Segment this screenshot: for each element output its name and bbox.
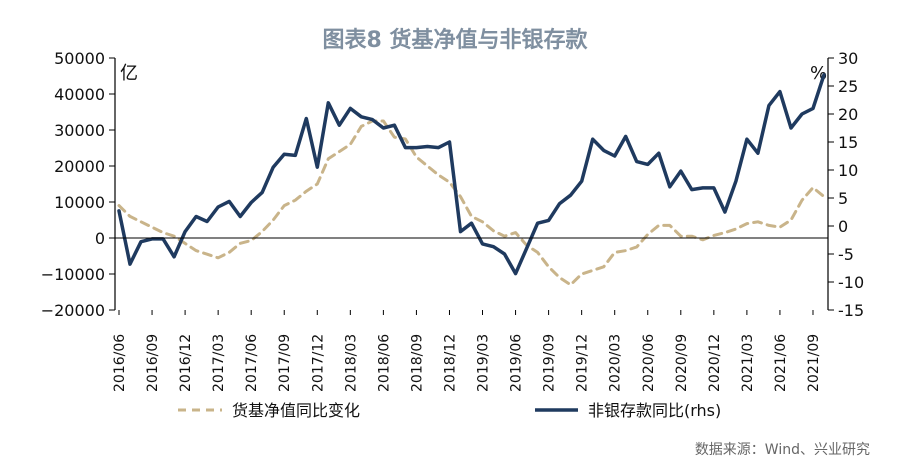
left-unit-label: 亿 bbox=[120, 63, 138, 84]
series-line-nonbank-deposit bbox=[117, 73, 826, 276]
legend-label-fund: 货基净值同比变化 bbox=[232, 401, 360, 420]
series-layer bbox=[117, 73, 826, 287]
x-tick-label: 2018/09 bbox=[409, 334, 425, 392]
x-tick-label: 2020/09 bbox=[674, 334, 690, 392]
x-tick-label: 2016/09 bbox=[145, 334, 161, 392]
left-tick-label: −10000 bbox=[41, 265, 105, 284]
x-tick-label: 2017/09 bbox=[277, 334, 293, 392]
x-tick-label: 2021/06 bbox=[773, 334, 789, 392]
x-tick-label: 2016/12 bbox=[178, 334, 194, 392]
chart-title: 图表8 货基净值与非银存款 bbox=[323, 27, 589, 53]
x-tick-label: 2019/03 bbox=[476, 334, 492, 392]
x-tick-label: 2017/06 bbox=[244, 334, 260, 392]
legend-label-deposit: 非银存款同比(rhs) bbox=[588, 401, 721, 420]
x-tick-label: 2017/12 bbox=[310, 334, 326, 392]
x-tick-label: 2017/03 bbox=[211, 334, 227, 392]
x-tick-label: 2019/12 bbox=[575, 334, 591, 392]
right-tick-label: -5 bbox=[838, 245, 854, 264]
left-tick-label: −20000 bbox=[41, 301, 105, 320]
left-tick-label: 40000 bbox=[54, 85, 105, 104]
right-tick-label: 30 bbox=[838, 49, 858, 68]
left-tick-label: 0 bbox=[95, 229, 105, 248]
left-tick-label: 10000 bbox=[54, 193, 105, 212]
right-tick-label: 25 bbox=[838, 77, 858, 96]
x-tick-label: 2021/03 bbox=[740, 334, 756, 392]
left-tick-label: 30000 bbox=[54, 121, 105, 140]
x-axis: 2016/06 2016/09 2016/12 2017/03 2017/06 2017/… bbox=[112, 310, 822, 392]
right-tick-label: 0 bbox=[838, 217, 848, 236]
left-tick-label: 50000 bbox=[54, 49, 105, 68]
right-tick-label: 10 bbox=[838, 161, 858, 180]
source-note: 数据来源：Wind、兴业研究 bbox=[695, 442, 870, 458]
x-tick-label: 2020/03 bbox=[608, 334, 624, 392]
x-tick-label: 2020/12 bbox=[707, 334, 723, 392]
x-tick-label: 2018/12 bbox=[442, 334, 458, 392]
x-tick-label: 2019/06 bbox=[509, 334, 525, 392]
left-axis: 50000 40000 30000 20000 10000 0 −10000 −20000 bbox=[41, 49, 115, 320]
x-tick-label: 2021/09 bbox=[806, 334, 822, 392]
x-tick-label: 2020/06 bbox=[641, 334, 657, 392]
right-tick-label: 5 bbox=[838, 189, 848, 208]
left-tick-label: 20000 bbox=[54, 157, 105, 176]
right-tick-label: -10 bbox=[838, 273, 864, 292]
x-tick-label: 2019/09 bbox=[542, 334, 558, 392]
right-tick-label: -15 bbox=[838, 301, 864, 320]
legend: 货基净值同比变化 非银存款同比(rhs) bbox=[178, 401, 721, 420]
right-tick-label: 15 bbox=[838, 133, 858, 152]
right-tick-label: 20 bbox=[838, 105, 858, 124]
x-tick-label: 2016/06 bbox=[112, 334, 128, 392]
x-tick-label: 2018/03 bbox=[343, 334, 359, 392]
x-tick-label: 2018/06 bbox=[376, 334, 392, 392]
right-axis: 30 25 20 15 10 5 0 -5 -10 -15 bbox=[828, 49, 864, 320]
